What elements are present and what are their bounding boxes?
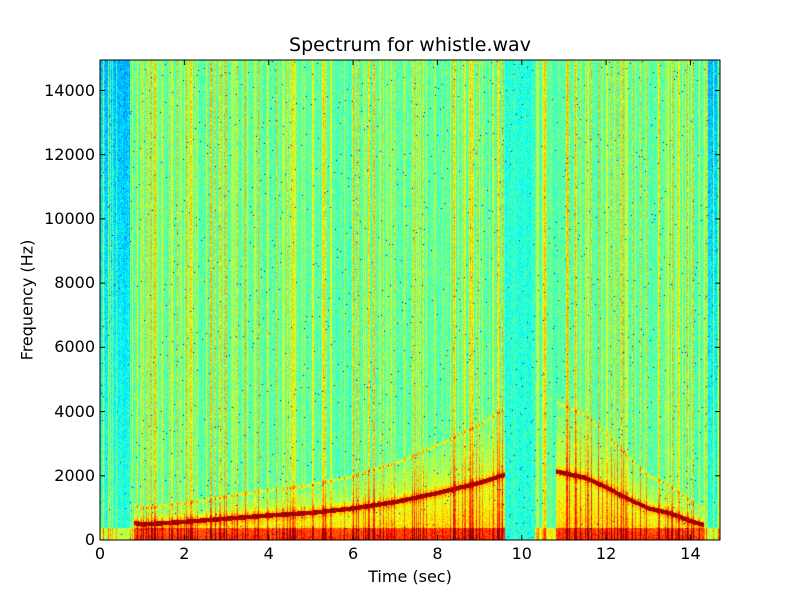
x-tick-label: 4 bbox=[263, 544, 274, 563]
y-tick-label: 4000 bbox=[54, 401, 95, 421]
y-tick-label: 2000 bbox=[54, 465, 95, 485]
x-tick-label: 0 bbox=[94, 544, 106, 563]
y-tick-label: 10000 bbox=[44, 208, 95, 228]
x-tick-label: 12 bbox=[595, 544, 617, 563]
spectrogram-image bbox=[100, 60, 720, 540]
y-tick-label: 14000 bbox=[44, 80, 95, 100]
x-axis-label: Time (sec) bbox=[368, 567, 452, 586]
x-tick-label: 10 bbox=[511, 544, 532, 563]
chart-title: Spectrum for whistle.wav bbox=[289, 34, 531, 56]
plot-frame bbox=[99, 59, 721, 541]
y-tick-label: 8000 bbox=[54, 273, 95, 293]
y-tick-label: 12000 bbox=[44, 144, 95, 164]
x-tick-label: 6 bbox=[347, 544, 359, 563]
y-tick-label: 0 bbox=[84, 530, 95, 549]
x-tick-label: 8 bbox=[432, 544, 443, 563]
y-tick-label: 6000 bbox=[54, 337, 95, 357]
x-tick-label: 2 bbox=[179, 544, 190, 563]
x-tick-label: 14 bbox=[680, 544, 701, 563]
